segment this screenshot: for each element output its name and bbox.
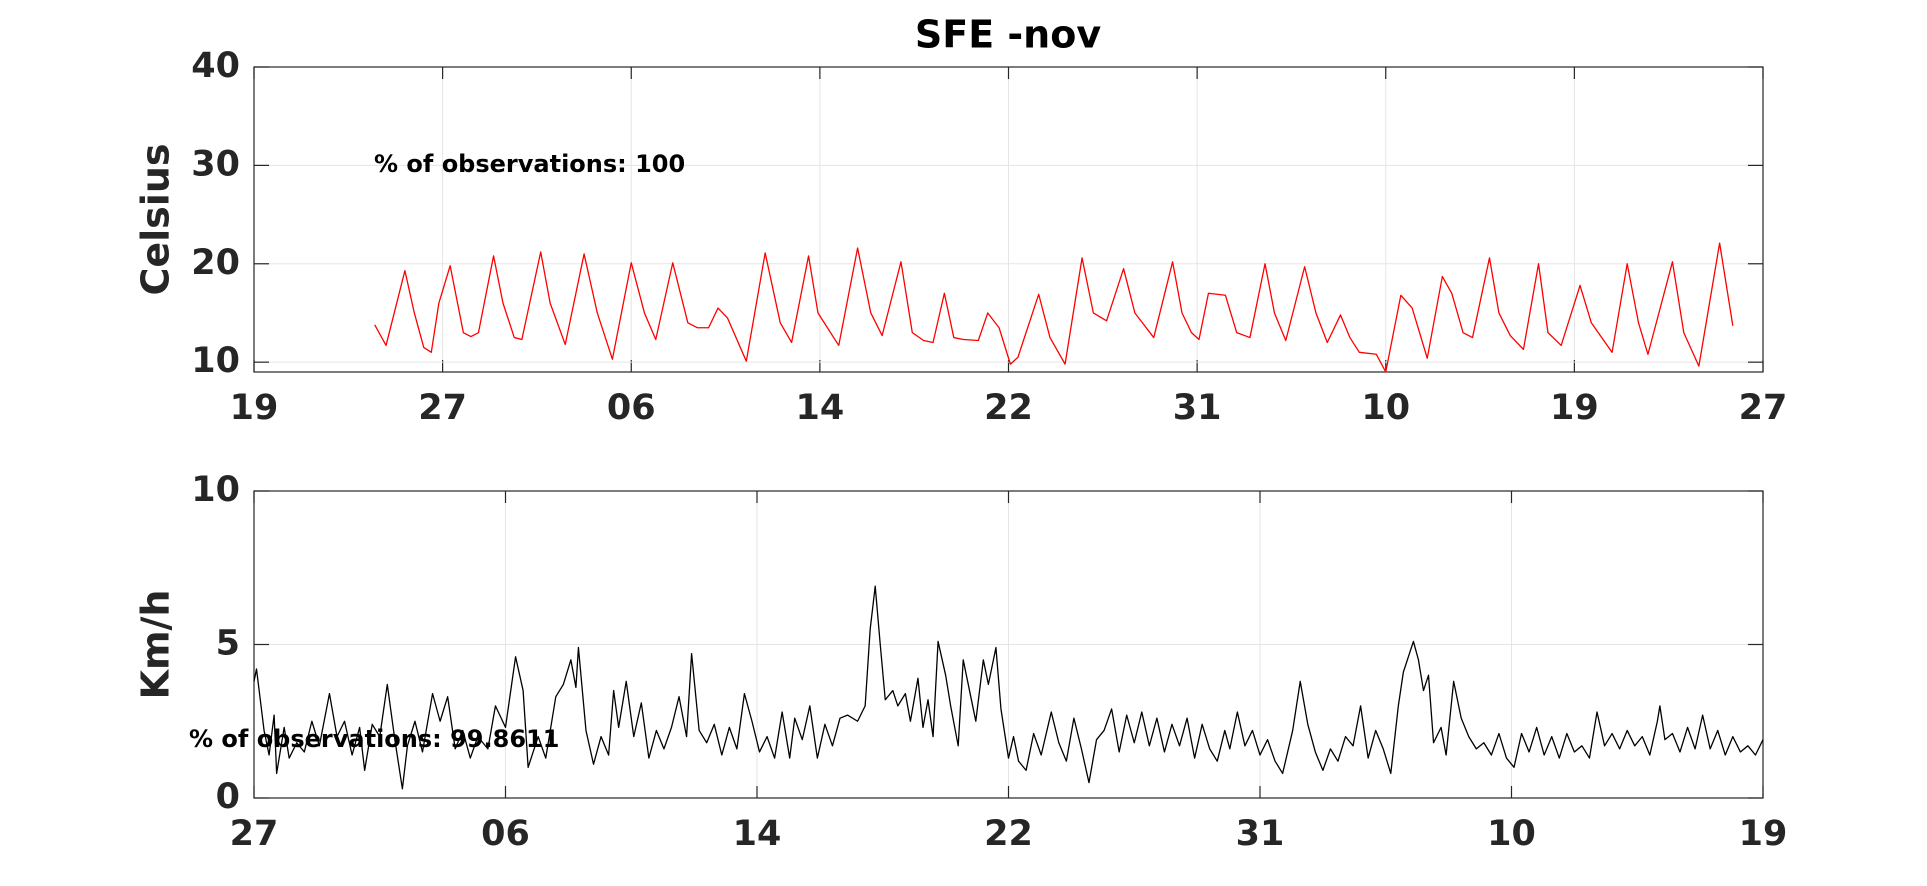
- x-tick-label: 27: [1739, 388, 1788, 428]
- y-tick-label: 0: [216, 777, 240, 817]
- x-tick-label: 10: [1487, 814, 1536, 854]
- x-tick-label: 27: [418, 388, 467, 428]
- y-tick-label: 10: [191, 470, 240, 510]
- axes-box: [253, 490, 1764, 799]
- y-axis-label: Celsius: [134, 144, 178, 296]
- data-line: [374, 242, 1734, 373]
- y-axis-label: Km/h: [134, 590, 178, 700]
- y-tick-label: 5: [216, 624, 240, 664]
- y-tick-label: 40: [191, 46, 240, 86]
- axes-box: [253, 66, 1764, 373]
- x-tick-label: 19: [230, 388, 279, 428]
- x-tick-label: 19: [1550, 388, 1599, 428]
- annotation: % of observations: 100: [374, 150, 685, 178]
- y-tick-label: 30: [191, 144, 240, 184]
- x-tick-label: 14: [733, 814, 782, 854]
- chart-title: SFE -nov: [915, 13, 1101, 57]
- x-tick-label: 22: [984, 814, 1033, 854]
- x-tick-label: 22: [984, 388, 1033, 428]
- x-tick-label: 06: [481, 814, 530, 854]
- x-tick-label: 31: [1173, 388, 1222, 428]
- x-tick-label: 19: [1739, 814, 1788, 854]
- x-tick-label: 06: [607, 388, 656, 428]
- x-tick-label: 14: [796, 388, 845, 428]
- x-tick-label: 31: [1236, 814, 1285, 854]
- data-line: [253, 585, 1764, 790]
- x-tick-label: 10: [1361, 388, 1410, 428]
- y-tick-label: 10: [191, 341, 240, 381]
- annotation: % of observations: 99.8611: [189, 725, 559, 753]
- y-tick-label: 20: [191, 243, 240, 283]
- x-tick-label: 27: [230, 814, 279, 854]
